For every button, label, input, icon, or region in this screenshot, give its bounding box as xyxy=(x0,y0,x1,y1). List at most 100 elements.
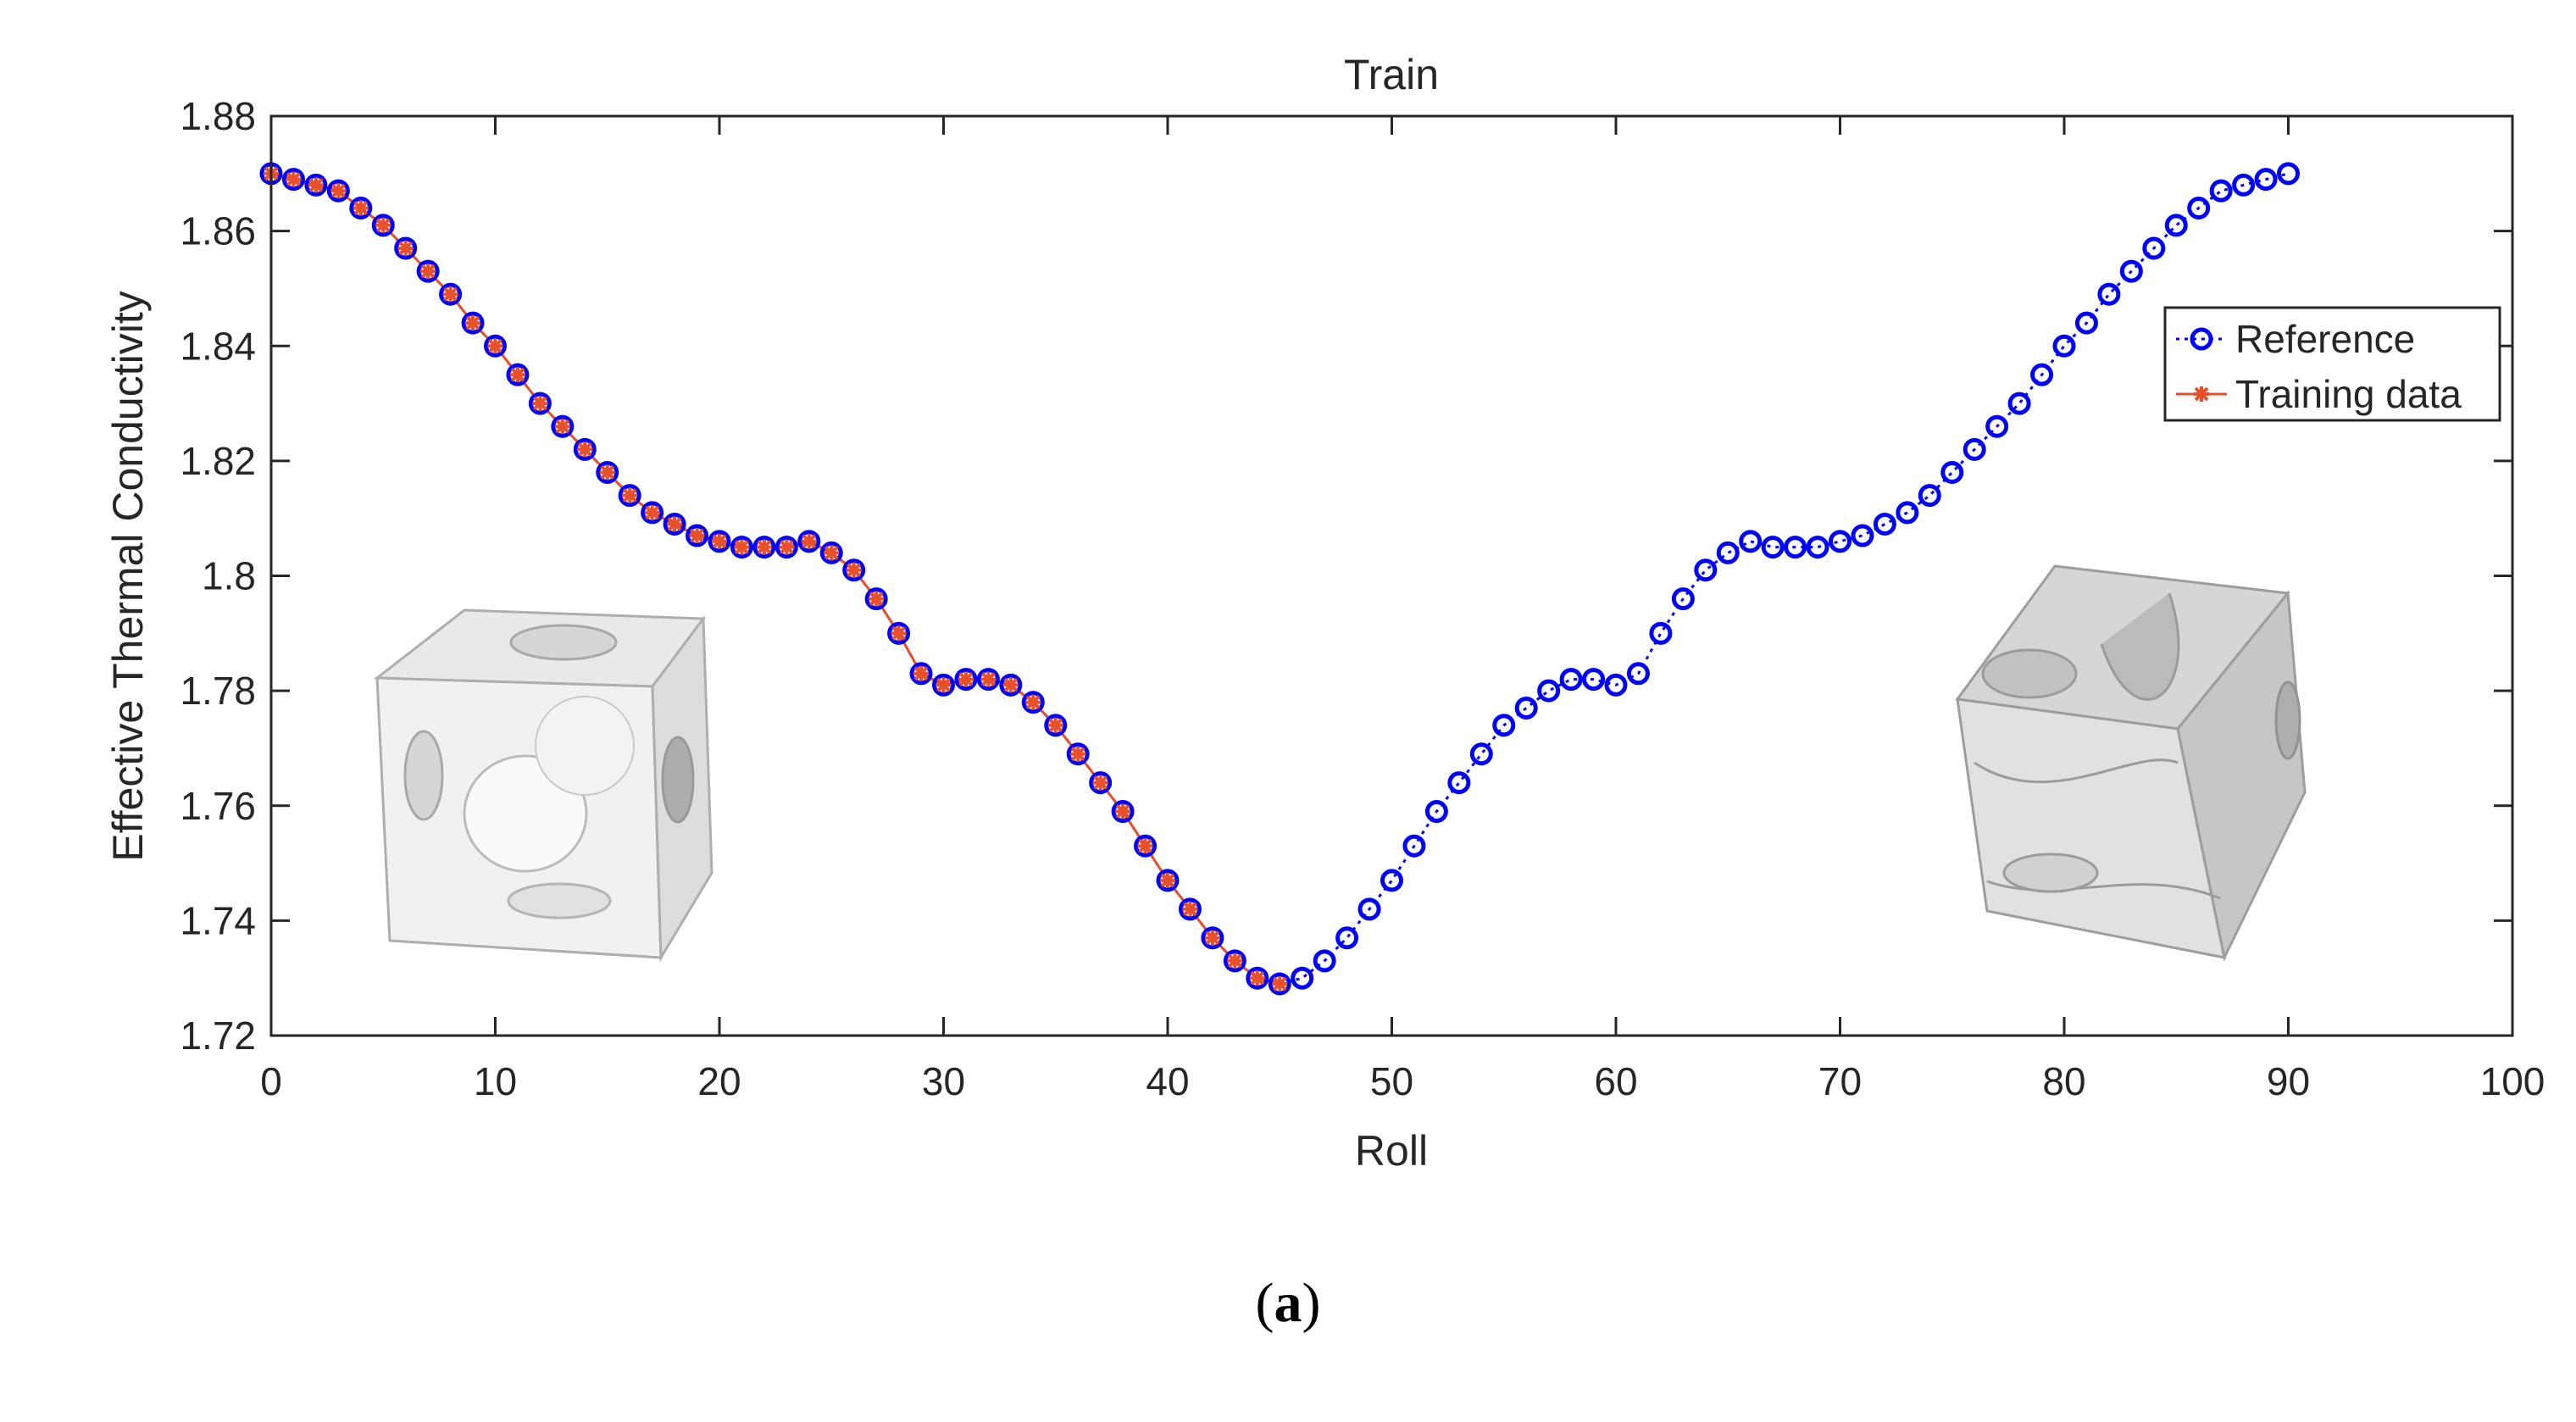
training-point xyxy=(667,516,683,532)
caption-open: ( xyxy=(1255,1272,1274,1334)
reference-point xyxy=(1559,668,1583,692)
training-point xyxy=(1115,803,1131,819)
reference-point xyxy=(1469,742,1493,766)
reference-point xyxy=(304,173,328,197)
reference-point xyxy=(1626,662,1650,686)
training-point xyxy=(397,241,414,256)
reference-point xyxy=(864,587,888,611)
reference-point xyxy=(2254,168,2278,192)
reference-point xyxy=(2187,197,2211,219)
reference-point xyxy=(819,541,843,564)
reference-point xyxy=(1716,541,1740,564)
caption-close: ) xyxy=(1302,1272,1321,1334)
reference-point xyxy=(2074,311,2098,335)
reference-point xyxy=(484,334,507,358)
reference-point xyxy=(1066,742,1090,766)
training-point xyxy=(756,539,772,555)
x-axis-label: Roll xyxy=(1355,1127,1428,1175)
reference-point xyxy=(394,236,418,260)
training-point xyxy=(779,539,795,555)
reference-point xyxy=(2119,259,2143,283)
reference-point xyxy=(416,259,440,283)
reference-point xyxy=(1985,414,2009,438)
reference-point xyxy=(1402,834,1426,858)
reference-point xyxy=(2007,392,2031,415)
x-tick-label: 20 xyxy=(697,1059,741,1103)
reference-point xyxy=(1694,558,1718,582)
reference-point xyxy=(1246,966,1269,990)
reference-point xyxy=(1649,621,1673,645)
training-point xyxy=(824,545,840,561)
reference-point xyxy=(663,512,686,536)
y-tick-label: 1.74 xyxy=(180,898,256,942)
training-point xyxy=(1002,677,1019,693)
training-point xyxy=(510,367,525,383)
reference-point xyxy=(2164,214,2188,237)
training-point xyxy=(869,591,885,607)
training-point xyxy=(1092,775,1108,791)
training-point xyxy=(1272,976,1288,992)
reference-point xyxy=(326,179,350,203)
reference-point xyxy=(1806,536,1829,559)
reference-point xyxy=(596,460,619,484)
reference-point xyxy=(1021,691,1045,714)
x-tick-label: 50 xyxy=(1370,1059,1413,1103)
training-point xyxy=(801,533,817,549)
reference-point xyxy=(1492,714,1516,737)
reference-point xyxy=(1178,897,1202,921)
reference-point xyxy=(999,673,1023,697)
reference-point xyxy=(371,214,395,237)
reference-point xyxy=(909,662,933,686)
training-point xyxy=(689,528,705,543)
legend-reference-label: Reference xyxy=(2235,317,2415,361)
reference-point xyxy=(2209,179,2233,203)
reference-point xyxy=(506,363,530,386)
axes-box xyxy=(269,114,2514,1037)
x-tick-label: 70 xyxy=(1818,1059,1862,1103)
training-point xyxy=(1047,717,1063,733)
training-point xyxy=(532,396,548,412)
training-point xyxy=(891,625,907,642)
training-point xyxy=(734,539,750,555)
reference-point xyxy=(281,168,305,192)
reference-point xyxy=(1044,714,1068,737)
training-point xyxy=(1204,930,1220,946)
reference-point xyxy=(1896,501,1919,525)
reference-point xyxy=(708,530,731,553)
reference-point xyxy=(1784,536,1807,559)
legend-training-label: Training data xyxy=(2235,372,2462,416)
x-tick-label: 80 xyxy=(2042,1059,2085,1103)
cube-inset-left xyxy=(373,608,713,963)
training-point xyxy=(442,286,458,303)
legend: Reference Training data xyxy=(2163,306,2501,422)
reference-point xyxy=(1291,966,1314,990)
x-tick-label: 90 xyxy=(2267,1059,2310,1103)
reference-point xyxy=(349,197,373,219)
training-point xyxy=(712,533,727,549)
reference-point xyxy=(932,673,955,697)
reference-point xyxy=(752,536,776,559)
caption-letter: a xyxy=(1274,1272,1302,1334)
reference-point xyxy=(1940,460,1964,484)
reference-point xyxy=(439,282,463,306)
legend-training-marker xyxy=(2194,386,2209,402)
x-tick-label: 40 xyxy=(1146,1059,1189,1103)
reference-point xyxy=(954,668,978,692)
reference-point xyxy=(1313,949,1336,973)
y-tick-label: 1.88 xyxy=(180,94,256,138)
x-tick-label: 60 xyxy=(1594,1059,1637,1103)
reference-point xyxy=(686,524,709,547)
training-point xyxy=(1182,901,1198,917)
training-point xyxy=(1070,746,1086,762)
reference-point xyxy=(2052,334,2076,358)
reference-point xyxy=(1963,437,1986,461)
reference-point xyxy=(618,484,641,508)
y-tick-label: 1.82 xyxy=(180,439,256,483)
reference-point xyxy=(1335,926,1359,950)
training-point xyxy=(913,665,929,681)
y-tick-label: 1.76 xyxy=(180,784,256,828)
training-point xyxy=(330,183,347,199)
reference-point xyxy=(730,536,753,559)
y-axis-label: Effective Thermal Conductivity xyxy=(104,291,152,861)
